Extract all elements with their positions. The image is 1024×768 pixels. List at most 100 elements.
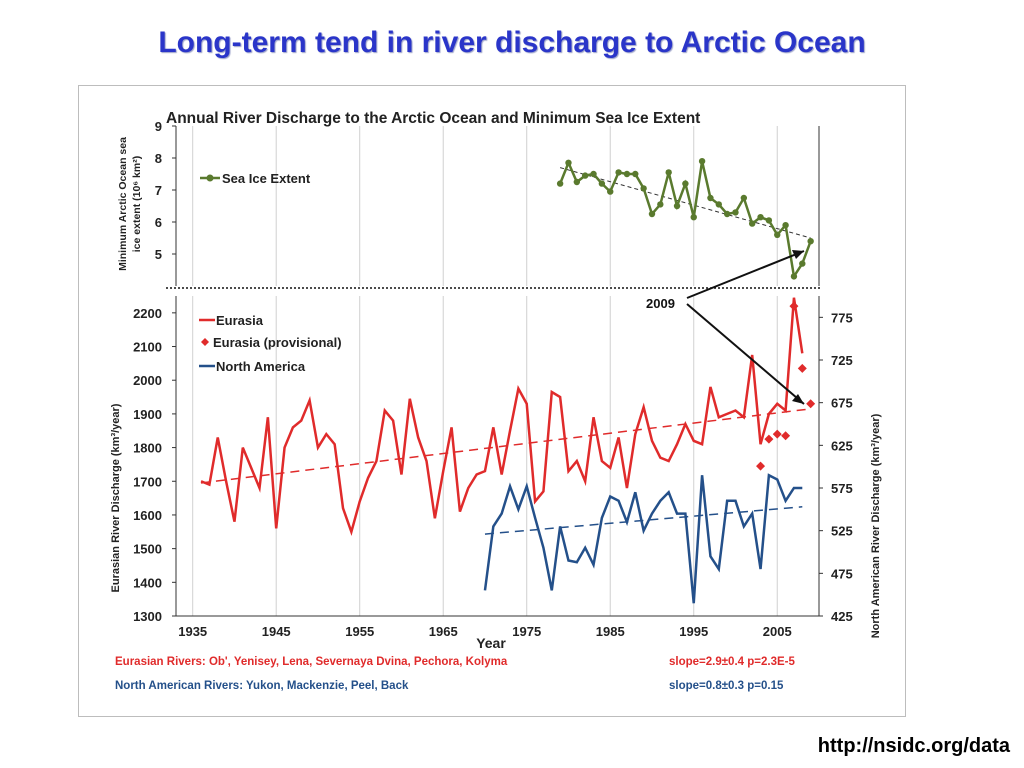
grid-layer bbox=[166, 125, 823, 617]
left-y-tick-label: 1700 bbox=[133, 474, 162, 489]
top-y-tick-label: 7 bbox=[155, 183, 162, 198]
note-na-rivers: North American Rivers: Yukon, Mackenzie,… bbox=[115, 680, 409, 692]
x-tick-label: 1985 bbox=[596, 624, 625, 639]
top-legend: Sea Ice Extent bbox=[200, 171, 311, 186]
x-tick-label: 1945 bbox=[262, 624, 291, 639]
left-y-tick-label: 1400 bbox=[133, 575, 162, 590]
sea-ice-line bbox=[558, 159, 812, 280]
annotation-arrow-up bbox=[686, 250, 805, 299]
eurasia-provisional-point bbox=[789, 301, 799, 311]
x-tick-label: 1965 bbox=[429, 624, 458, 639]
right-y-tick-label: 425 bbox=[831, 609, 853, 624]
top-y-tick-label: 9 bbox=[155, 119, 162, 134]
note-na-slope: slope=0.8±0.3 p=0.15 bbox=[669, 680, 784, 692]
right-y-tick-label: 675 bbox=[831, 396, 853, 411]
sea-ice-point bbox=[665, 169, 672, 176]
eurasia-provisional-legend-label: Eurasia (provisional) bbox=[213, 335, 342, 350]
left-y-tick-label: 1500 bbox=[133, 542, 162, 557]
sea-ice-point bbox=[598, 180, 606, 187]
annotation-arrowhead-up bbox=[792, 250, 804, 259]
north-america-legend-label: North America bbox=[216, 359, 306, 374]
bottom-ylabel-right: North American River Discharge (km³/year… bbox=[870, 413, 882, 638]
sea-ice-point bbox=[732, 209, 739, 216]
sea-ice-point bbox=[565, 159, 572, 166]
sea-ice-point bbox=[748, 220, 756, 227]
sea-ice-point bbox=[782, 222, 789, 229]
sea-ice-point bbox=[765, 217, 773, 224]
annotation-arrow-down bbox=[686, 303, 805, 405]
chart-svg: Annual River Discharge to the Arctic Oce… bbox=[110, 110, 882, 692]
eurasia-provisional-point bbox=[772, 429, 782, 439]
sea-ice-point bbox=[657, 201, 664, 208]
sea-ice-point bbox=[790, 273, 798, 280]
x-tick-label: 1995 bbox=[679, 624, 708, 639]
eurasia-provisional-point bbox=[756, 461, 766, 471]
bottom-ylabel-left: Eurasian River Discharge (km³/year) bbox=[110, 403, 122, 592]
left-y-tick-label: 2100 bbox=[133, 340, 162, 355]
eurasia-trendline bbox=[200, 408, 811, 484]
sea-ice-point bbox=[807, 238, 814, 245]
note-eurasian-rivers: Eurasian Rivers: Ob', Yenisey, Lena, Sev… bbox=[115, 656, 508, 668]
chart-title: Annual River Discharge to the Arctic Oce… bbox=[166, 110, 700, 127]
sea-ice-legend-label: Sea Ice Extent bbox=[222, 171, 311, 186]
right-y-tick-label: 575 bbox=[831, 481, 853, 496]
top-y-tick-label: 5 bbox=[155, 247, 162, 262]
sea-ice-point bbox=[707, 194, 714, 202]
sea-ice-point bbox=[590, 170, 597, 178]
sea-ice-point bbox=[774, 231, 781, 238]
left-y-tick-label: 1900 bbox=[133, 407, 162, 422]
sea-ice-point bbox=[723, 210, 731, 218]
eurasia-line bbox=[200, 297, 804, 536]
x-axis-label: Year bbox=[476, 635, 506, 651]
north-america-line bbox=[483, 473, 803, 604]
right-y-tick-label: 725 bbox=[831, 353, 853, 368]
left-y-tick-label: 2200 bbox=[133, 306, 162, 321]
top-y-tick-label: 8 bbox=[155, 151, 162, 166]
sea-ice-point bbox=[607, 188, 614, 195]
x-tick-label: 1955 bbox=[345, 624, 374, 639]
x-tick-label: 1935 bbox=[178, 624, 207, 639]
bottom-legend: Eurasia Eurasia (provisional) North Amer… bbox=[199, 313, 342, 374]
chart-frame: Annual River Discharge to the Arctic Oce… bbox=[78, 85, 906, 717]
footer-url: http://nsidc.org/data bbox=[817, 735, 1010, 757]
right-y-tick-label: 775 bbox=[831, 310, 853, 325]
slide-title: Long-term tend in river discharge to Arc… bbox=[158, 26, 866, 59]
annotation-arrowhead-down bbox=[792, 394, 804, 404]
left-y-tick-label: 1600 bbox=[133, 508, 162, 523]
sea-ice-legend-marker bbox=[206, 174, 214, 182]
sea-ice-point bbox=[648, 210, 656, 218]
sea-ice-point bbox=[573, 178, 581, 186]
eurasia-legend-label: Eurasia bbox=[216, 313, 264, 328]
right-y-tick-label: 625 bbox=[831, 438, 853, 453]
right-y-tick-label: 525 bbox=[831, 524, 853, 539]
sea-ice-point bbox=[740, 194, 748, 202]
top-ylabel-1: Minimum Arctic Ocean sea bbox=[117, 137, 129, 271]
left-y-tick-label: 1800 bbox=[133, 441, 162, 456]
eurasia-provisional-point bbox=[781, 431, 791, 441]
x-tick-label: 2005 bbox=[763, 624, 792, 639]
left-y-tick-label: 2000 bbox=[133, 373, 162, 388]
eurasia-provisional-point bbox=[797, 363, 807, 373]
sea-ice-point bbox=[757, 214, 764, 221]
annotation-2009: 2009 bbox=[646, 250, 805, 405]
sea-ice-point bbox=[673, 202, 681, 210]
eurasia-provisional-legend-marker bbox=[201, 338, 209, 346]
sea-ice-point bbox=[715, 201, 722, 208]
x-tick-label: 1975 bbox=[512, 624, 541, 639]
left-y-tick-label: 1300 bbox=[133, 609, 162, 624]
note-eurasian-slope: slope=2.9±0.4 p=2.3E-5 bbox=[669, 656, 795, 668]
eurasia-provisional-point bbox=[764, 434, 774, 444]
annotation-2009-label: 2009 bbox=[646, 296, 675, 311]
sea-ice-point bbox=[581, 172, 589, 179]
sea-ice-point bbox=[615, 169, 622, 176]
sea-ice-point bbox=[632, 170, 639, 178]
sea-ice-point bbox=[556, 180, 564, 187]
sea-ice-point bbox=[698, 158, 706, 165]
eurasia-provisional-point bbox=[806, 399, 816, 409]
sea-ice-point bbox=[623, 170, 631, 178]
sea-ice-point bbox=[799, 260, 806, 267]
right-y-tick-label: 475 bbox=[831, 566, 853, 581]
series-layer bbox=[200, 158, 816, 604]
top-ylabel-2: ice extent (10⁶ km²) bbox=[131, 156, 143, 252]
sea-ice-point bbox=[690, 214, 697, 221]
